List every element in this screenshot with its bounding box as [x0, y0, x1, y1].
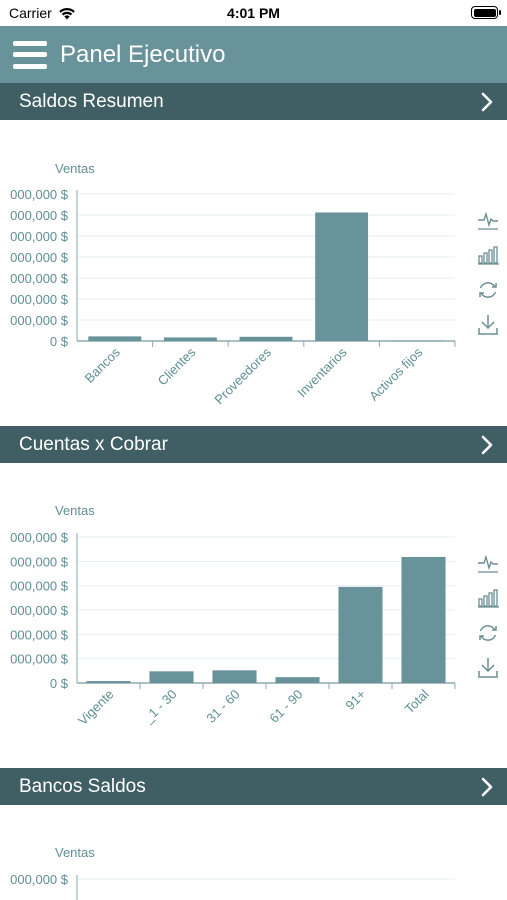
x-tick-label: Inventarios — [294, 344, 350, 400]
x-tick-label: 61 - 90 — [266, 687, 305, 726]
chart-title: Ventas — [55, 845, 95, 860]
y-tick-label: 000,000 $ — [10, 208, 69, 223]
download-icon[interactable] — [476, 313, 500, 337]
y-tick-label: 000,000 $ — [10, 292, 69, 307]
app-header: Panel Ejecutivo — [0, 26, 507, 83]
bar — [401, 556, 446, 683]
bar — [239, 336, 293, 341]
hamburger-icon[interactable] — [13, 40, 47, 69]
x-tick-label: Clientes — [155, 344, 199, 388]
y-tick-label: 000,000 $ — [10, 603, 69, 618]
section-header-bancos-saldos[interactable]: Bancos Saldos — [0, 768, 507, 805]
bar-chart-icon[interactable] — [476, 586, 500, 610]
bar — [88, 336, 142, 341]
download-icon[interactable] — [476, 656, 500, 680]
x-tick-label: Total — [402, 686, 432, 716]
chart-saldos-resumen: Ventas 0 $ 000,000 $ 000,000 $ 000,000 $ 000,… — [0, 120, 507, 426]
x-tick-label: 31 - 60 — [203, 687, 242, 726]
bar — [315, 212, 369, 341]
clock: 4:01 PM — [227, 5, 280, 21]
refresh-icon[interactable] — [476, 621, 500, 645]
line-chart-icon[interactable] — [476, 551, 500, 575]
section-header-cuentas-x-cobrar[interactable]: Cuentas x Cobrar — [0, 426, 507, 463]
chevron-right-icon — [481, 777, 493, 796]
section-header-saldos-resumen[interactable]: Saldos Resumen — [0, 83, 507, 120]
chart-title: Ventas — [55, 503, 95, 518]
x-tick-label: _1 - 30 — [140, 687, 180, 727]
x-tick-label: Proveedores — [211, 344, 274, 407]
y-tick-label: 000,000 $ — [10, 530, 69, 545]
bar — [86, 681, 131, 683]
bar — [163, 337, 217, 341]
y-tick-label: 000,000 $ — [10, 579, 69, 594]
section-title: Saldos Resumen — [19, 90, 164, 112]
x-tick-label: 91+ — [342, 687, 368, 713]
y-tick-label: 0 $ — [50, 676, 69, 691]
bar — [275, 677, 320, 683]
chevron-right-icon — [481, 435, 493, 454]
y-tick-label: 000,000 $ — [10, 313, 69, 328]
wifi-icon — [58, 7, 75, 19]
chart-title: Ventas — [55, 161, 95, 176]
refresh-icon[interactable] — [476, 278, 500, 302]
carrier-label: Carrier — [9, 5, 52, 21]
bar — [212, 670, 257, 683]
y-tick-label: 000,000 $ — [10, 872, 69, 887]
chevron-right-icon — [481, 92, 493, 111]
chart-cuentas-x-cobrar: Ventas 0 $ 000,000 $ 000,000 $ 000,000 $ 000,… — [0, 463, 507, 768]
line-chart-icon[interactable] — [476, 208, 500, 232]
y-tick-label: 000,000 $ — [10, 652, 69, 667]
carrier-indicator: Carrier — [9, 5, 76, 21]
x-tick-label: Vigente — [75, 687, 117, 729]
bar — [338, 586, 383, 683]
bar-chart: Ventas 000,000 $ — [10, 845, 455, 900]
bar-chart: Ventas 0 $ 000,000 $ 000,000 $ 000,000 $ 000,… — [10, 161, 456, 407]
y-tick-label: 000,000 $ — [10, 271, 69, 286]
bar-chart-icon[interactable] — [476, 243, 500, 267]
section-title: Cuentas x Cobrar — [19, 433, 168, 455]
bar-chart: Ventas 0 $ 000,000 $ 000,000 $ 000,000 $ 000,… — [10, 503, 456, 729]
y-tick-label: 000,000 $ — [10, 187, 69, 202]
chart-bancos-saldos: Ventas 000,000 $ — [0, 805, 507, 900]
y-tick-label: 0 $ — [50, 334, 69, 349]
bar — [149, 671, 194, 683]
y-tick-label: 000,000 $ — [10, 627, 69, 642]
page-title: Panel Ejecutivo — [60, 40, 226, 68]
battery-icon — [471, 6, 501, 19]
x-tick-label: Bancos — [82, 344, 124, 386]
status-bar: Carrier 4:01 PM — [0, 0, 507, 26]
y-tick-label: 000,000 $ — [10, 250, 69, 265]
x-tick-label: Activos fijos — [366, 344, 425, 403]
y-tick-label: 000,000 $ — [10, 229, 69, 244]
section-title: Bancos Saldos — [19, 775, 146, 797]
y-tick-label: 000,000 $ — [10, 554, 69, 569]
